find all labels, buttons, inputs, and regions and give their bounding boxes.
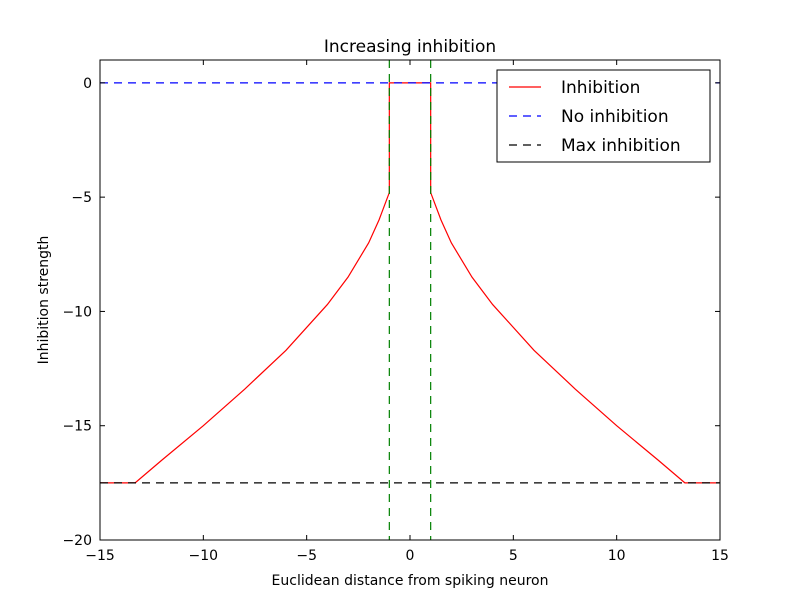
y-tick-label: −5 (71, 190, 92, 206)
legend-label-inhibition: Inhibition (561, 78, 640, 98)
x-axis-label: Euclidean distance from spiking neuron (272, 573, 549, 589)
axis-ticks: −15 −10 −5 0 5 10 15−20−15−10−50 (62, 60, 729, 564)
y-axis-label: Inhibition strength (36, 236, 52, 365)
x-tick-label: 15 (711, 548, 729, 564)
x-tick-label: −15 (85, 548, 115, 564)
plot-area (100, 60, 720, 540)
x-tick-label: 0 (406, 548, 415, 564)
legend-label-no-inhibition: No inhibition (561, 107, 669, 127)
y-tick-label: −15 (62, 419, 92, 435)
y-tick-label: −20 (62, 533, 92, 549)
x-tick-label: 5 (509, 548, 518, 564)
y-tick-label: −10 (62, 304, 92, 320)
legend-box (496, 69, 711, 163)
y-tick-label: 0 (83, 76, 92, 92)
x-tick-label: −10 (189, 548, 219, 564)
legend-label-max-inhibition: Max inhibition (561, 136, 681, 156)
x-tick-label: −5 (296, 548, 317, 564)
legend: Inhibition No inhibition Max inhibition (496, 69, 711, 163)
x-tick-label: 10 (608, 548, 626, 564)
chart-title: Increasing inhibition (324, 37, 496, 57)
